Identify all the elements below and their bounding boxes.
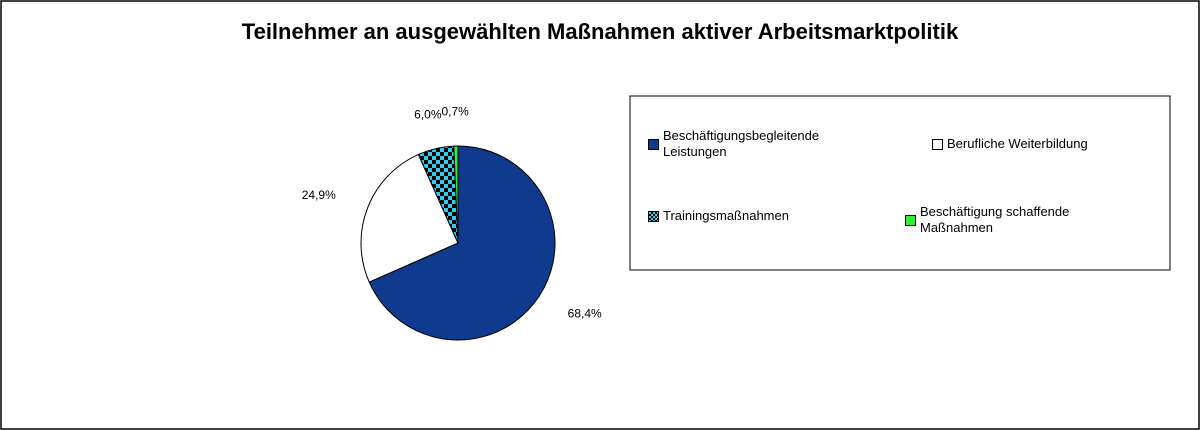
pie-slice bbox=[453, 145, 459, 244]
legend-label: Trainingsmaßnahmen bbox=[663, 208, 789, 223]
legend-item: Trainingsmaßnahmen bbox=[648, 208, 878, 224]
data-label: 0,7% bbox=[441, 104, 469, 118]
legend-label: Beschäftigung schaffende Maßnahmen bbox=[920, 204, 1070, 235]
data-label: 6,0% bbox=[414, 108, 442, 122]
legend-item: Beschäftigung schaffende Maßnahmen bbox=[905, 204, 1135, 236]
data-label: 68,4% bbox=[568, 307, 602, 321]
pie-slice bbox=[360, 153, 459, 283]
legend-swatch bbox=[648, 138, 659, 150]
pie-slice bbox=[368, 145, 556, 341]
legend-item: Beschäftigungsbegleitende Leistungen bbox=[648, 128, 878, 160]
data-label: 24,9% bbox=[302, 188, 336, 202]
legend-swatch bbox=[905, 214, 916, 226]
legend-label: Berufliche Weiterbildung bbox=[947, 136, 1088, 151]
legend-swatch bbox=[932, 138, 943, 150]
legend-swatch bbox=[648, 210, 659, 222]
legend-box bbox=[629, 95, 1171, 271]
chart-title: Teilnehmer an ausgewählten Maßnahmen akt… bbox=[242, 19, 959, 44]
legend-label: Beschäftigungsbegleitende Leistungen bbox=[663, 128, 820, 159]
legend-item: Berufliche Weiterbildung bbox=[932, 136, 1162, 152]
